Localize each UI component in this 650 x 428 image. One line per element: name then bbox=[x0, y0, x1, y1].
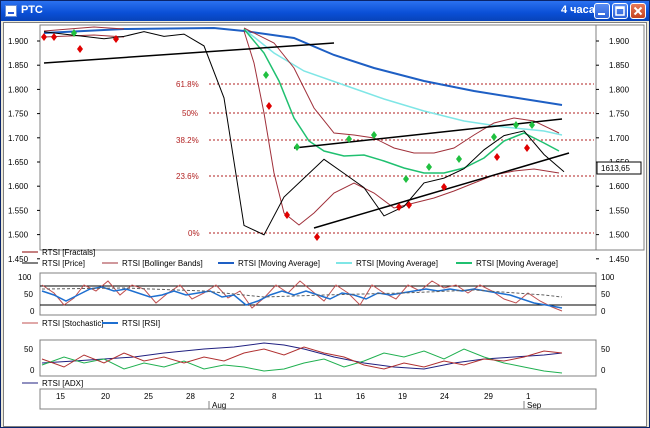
fibonacci-levels: 61.8% 50% 38.2% 23.6% 0% bbox=[176, 80, 594, 238]
adx-legend: RTSI [ADX] bbox=[22, 379, 83, 388]
maximize-button[interactable] bbox=[612, 3, 628, 19]
adx-tick-0-left: 0 bbox=[30, 366, 35, 375]
fib-label-618: 61.8% bbox=[176, 80, 199, 89]
time-tick-25: 25 bbox=[144, 392, 153, 401]
time-tick-1: 1 bbox=[526, 392, 531, 401]
stochastic-line bbox=[41, 280, 563, 312]
adx-tick-50-left: 50 bbox=[24, 345, 33, 354]
fractal-markers bbox=[41, 29, 535, 241]
price-tick-left: 1.700 bbox=[8, 134, 29, 143]
time-axis: 15 20 25 28 2 8 11 16 19 24 29 1 Aug Sep bbox=[56, 392, 542, 410]
fib-label-382: 38.2% bbox=[176, 136, 199, 145]
time-tick-29: 29 bbox=[484, 392, 493, 401]
price-tick-right: 1.700 bbox=[609, 134, 630, 143]
price-tick-left: 1.850 bbox=[8, 61, 29, 70]
main-legend: RTSI [Fractals] RTSI [Price] RTSI [Bolli… bbox=[22, 248, 558, 268]
moving-average-cyan bbox=[243, 28, 563, 136]
adx-axis: 50 0 50 0 bbox=[24, 345, 610, 375]
time-tick-20: 20 bbox=[101, 392, 110, 401]
trend-lines bbox=[43, 42, 570, 229]
price-tick-right: 1.750 bbox=[609, 110, 630, 119]
chart-area[interactable]: 1.900 1.900 1.850 1.850 1.800 1.800 1.750 1.750… bbox=[3, 22, 647, 427]
legend-fractals: RTSI [Fractals] bbox=[42, 248, 95, 257]
legend-bollinger: RTSI [Bollinger Bands] bbox=[122, 259, 203, 268]
price-tick-right: 1.550 bbox=[609, 206, 630, 215]
legend-ma-cyan: RTSI [Moving Average] bbox=[356, 259, 438, 268]
legend-ma-green: RTSI [Moving Average] bbox=[476, 259, 558, 268]
title-bar[interactable]: РТС 4 часа bbox=[1, 1, 649, 21]
time-axis-frame bbox=[39, 388, 597, 410]
close-button[interactable] bbox=[630, 3, 646, 19]
price-tick-left: 1.900 bbox=[8, 37, 29, 46]
fib-label-50: 50% bbox=[182, 109, 198, 118]
maximize-icon bbox=[615, 6, 625, 16]
minimize-button[interactable] bbox=[594, 3, 610, 19]
minimize-icon bbox=[598, 13, 605, 15]
rsi-signal-dashed bbox=[41, 287, 563, 298]
window-title: РТС bbox=[21, 4, 43, 16]
price-tick-right: 1.850 bbox=[609, 61, 630, 70]
plus-di-line bbox=[41, 348, 563, 374]
rsi-line bbox=[41, 286, 563, 309]
adx-panel-frame bbox=[39, 339, 597, 377]
osc-tick-0-left: 0 bbox=[30, 307, 35, 316]
price-tick-left: 1.600 bbox=[8, 182, 29, 191]
osc-tick-50-right: 50 bbox=[601, 290, 610, 299]
oscillator-legend: RTSI [Stochastic] RTSI [RSI] bbox=[22, 319, 160, 328]
time-tick-8: 8 bbox=[272, 392, 277, 401]
legend-stochastic: RTSI [Stochastic] bbox=[42, 319, 104, 328]
oscillator-axis: 100 50 0 100 50 0 bbox=[18, 273, 615, 316]
price-tick-left: 1.550 bbox=[8, 206, 29, 215]
moving-average-blue bbox=[43, 26, 563, 106]
timeframe-label: 4 часа bbox=[561, 4, 596, 16]
time-tick-19: 19 bbox=[398, 392, 407, 401]
close-icon bbox=[633, 6, 643, 16]
time-tick-2: 2 bbox=[230, 392, 235, 401]
price-tick-right: 1.800 bbox=[609, 85, 630, 94]
last-price-box bbox=[596, 161, 642, 175]
bollinger-upper bbox=[43, 26, 560, 154]
legend-ma-blue: RTSI [Moving Average] bbox=[238, 259, 320, 268]
time-tick-28: 28 bbox=[186, 392, 195, 401]
time-tick-15: 15 bbox=[56, 392, 65, 401]
legend-price: RTSI [Price] bbox=[42, 259, 85, 268]
osc-tick-100-right: 100 bbox=[601, 273, 615, 282]
legend-adx: RTSI [ADX] bbox=[42, 379, 83, 388]
price-axis: 1.900 1.900 1.850 1.850 1.800 1.800 1.750 1.750… bbox=[8, 37, 630, 264]
price-tick-left: 1.750 bbox=[8, 110, 29, 119]
month-label-aug: Aug bbox=[212, 401, 226, 410]
time-tick-11: 11 bbox=[314, 392, 323, 401]
fib-label-0: 0% bbox=[188, 229, 200, 238]
month-label-sep: Sep bbox=[527, 401, 542, 410]
price-tick-left: 1.450 bbox=[8, 255, 29, 264]
osc-tick-0-right: 0 bbox=[601, 307, 606, 316]
adx-line bbox=[41, 342, 563, 370]
time-tick-16: 16 bbox=[356, 392, 365, 401]
fib-label-236: 23.6% bbox=[176, 172, 199, 181]
minus-di-line bbox=[41, 346, 563, 370]
price-tick-right: 1.450 bbox=[609, 255, 630, 264]
app-icon bbox=[5, 5, 17, 17]
price-tick-left: 1.800 bbox=[8, 85, 29, 94]
price-tick-right: 1.600 bbox=[609, 182, 630, 191]
legend-rsi: RTSI [RSI] bbox=[122, 319, 160, 328]
chart-canvas[interactable]: 1.900 1.900 1.850 1.850 1.800 1.800 1.750 1.750… bbox=[4, 23, 646, 426]
price-tick-left: 1.650 bbox=[8, 158, 29, 167]
price-tick-left: 1.500 bbox=[8, 231, 29, 240]
last-price-label: 1613,65 bbox=[601, 164, 630, 173]
moving-average-green bbox=[243, 28, 560, 174]
adx-tick-0-right: 0 bbox=[601, 366, 606, 375]
oscillator-panel-frame bbox=[39, 272, 597, 316]
price-tick-right: 1.900 bbox=[609, 37, 630, 46]
time-tick-24: 24 bbox=[440, 392, 449, 401]
adx-tick-50-right: 50 bbox=[601, 345, 610, 354]
price-series bbox=[43, 31, 565, 236]
osc-tick-50-left: 50 bbox=[24, 290, 33, 299]
osc-tick-100-left: 100 bbox=[18, 273, 32, 282]
price-tick-right: 1.500 bbox=[609, 231, 630, 240]
